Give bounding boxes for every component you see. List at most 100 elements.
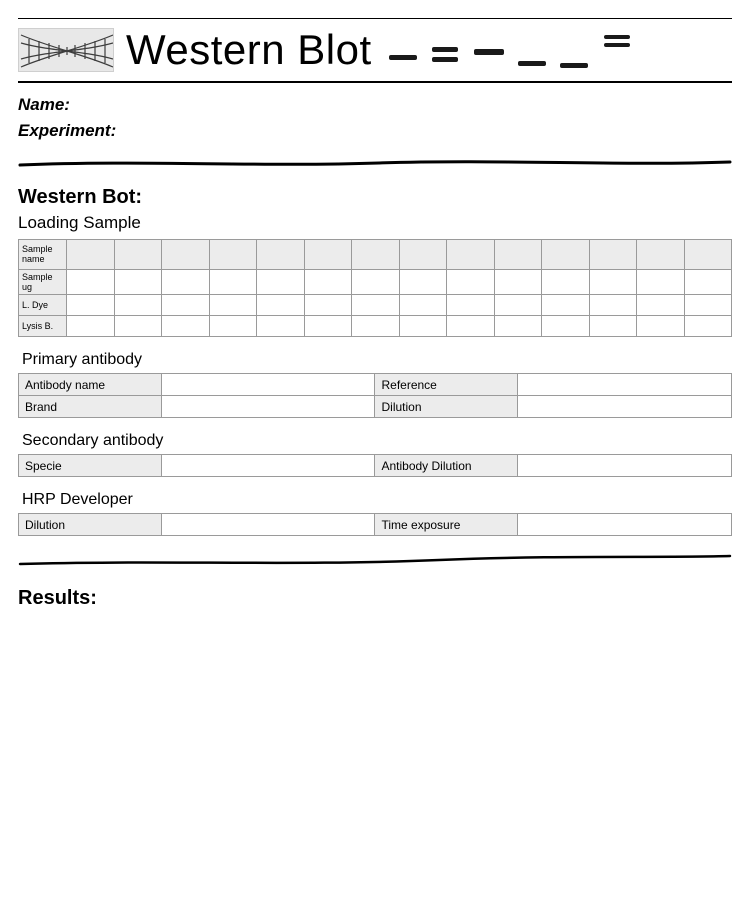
pa-antibody-name-value[interactable] [161, 374, 375, 396]
pa-brand-value[interactable] [161, 396, 375, 418]
loading-sample-subheading: Loading Sample [18, 213, 732, 233]
secondary-antibody-title: Secondary antibody [18, 432, 732, 450]
loading-cell[interactable] [447, 316, 495, 337]
hrp-developer-title: HRP Developer [18, 491, 732, 509]
loading-cell[interactable] [209, 270, 257, 295]
loading-cell[interactable] [637, 316, 685, 337]
loading-cell[interactable] [304, 295, 352, 316]
loading-cell[interactable] [67, 240, 115, 270]
header-row: Western Blot [18, 25, 732, 75]
primary-antibody-table: Antibody name Reference Brand Dilution [18, 373, 732, 418]
hrp-developer-table: Dilution Time exposure [18, 513, 732, 536]
loading-cell[interactable] [399, 240, 447, 270]
loading-cell[interactable] [589, 316, 637, 337]
loading-cell[interactable] [542, 316, 590, 337]
loading-cell[interactable] [589, 240, 637, 270]
loading-cell[interactable] [114, 270, 162, 295]
loading-cell[interactable] [684, 240, 732, 270]
loading-cell[interactable] [162, 270, 210, 295]
secondary-antibody-section: Secondary antibody Specie Antibody Dilut… [18, 432, 732, 477]
pa-reference-label: Reference [375, 374, 518, 396]
loading-cell[interactable] [447, 270, 495, 295]
secondary-antibody-table: Specie Antibody Dilution [18, 454, 732, 477]
hrp-dilution-value[interactable] [161, 514, 375, 536]
loading-row-label: L. Dye [19, 295, 67, 316]
loading-cell[interactable] [684, 316, 732, 337]
loading-cell[interactable] [542, 240, 590, 270]
sketch-divider-2 [18, 554, 732, 570]
loading-cell[interactable] [209, 316, 257, 337]
loading-row-label: Lysis B. [19, 316, 67, 337]
results-heading: Results: [18, 587, 732, 610]
loading-cell[interactable] [257, 270, 305, 295]
loading-cell[interactable] [304, 316, 352, 337]
loading-cell[interactable] [494, 270, 542, 295]
pa-brand-label: Brand [19, 396, 162, 418]
loading-cell[interactable] [209, 240, 257, 270]
dna-helix-icon [18, 28, 114, 72]
sa-specie-label: Specie [19, 455, 162, 477]
loading-cell[interactable] [494, 240, 542, 270]
loading-cell[interactable] [637, 270, 685, 295]
sa-dilution-value[interactable] [518, 455, 732, 477]
loading-cell[interactable] [399, 295, 447, 316]
pa-antibody-name-label: Antibody name [19, 374, 162, 396]
name-label: Name: [18, 95, 732, 115]
meta-block: Name: Experiment: [18, 95, 732, 141]
pa-dilution-label: Dilution [375, 396, 518, 418]
pa-reference-value[interactable] [518, 374, 732, 396]
loading-cell[interactable] [67, 270, 115, 295]
rule-top [18, 18, 732, 19]
loading-cell[interactable] [352, 270, 400, 295]
hrp-time-label: Time exposure [375, 514, 518, 536]
loading-cell[interactable] [114, 240, 162, 270]
hrp-dilution-label: Dilution [19, 514, 162, 536]
loading-cell[interactable] [589, 270, 637, 295]
page-title: Western Blot [126, 26, 372, 74]
loading-cell[interactable] [542, 270, 590, 295]
experiment-label: Experiment: [18, 121, 732, 141]
loading-cell[interactable] [162, 240, 210, 270]
loading-row-label: Sample ug [19, 270, 67, 295]
primary-antibody-section: Primary antibody Antibody name Reference… [18, 351, 732, 418]
loading-cell[interactable] [589, 295, 637, 316]
loading-cell[interactable] [162, 295, 210, 316]
loading-cell[interactable] [684, 295, 732, 316]
loading-cell[interactable] [257, 295, 305, 316]
loading-cell[interactable] [542, 295, 590, 316]
loading-cell[interactable] [447, 240, 495, 270]
loading-cell[interactable] [352, 240, 400, 270]
loading-cell[interactable] [399, 270, 447, 295]
loading-cell[interactable] [637, 240, 685, 270]
primary-antibody-title: Primary antibody [18, 351, 732, 369]
sa-specie-value[interactable] [161, 455, 375, 477]
loading-cell[interactable] [637, 295, 685, 316]
hrp-developer-section: HRP Developer Dilution Time exposure [18, 491, 732, 536]
loading-sample-table: Sample nameSample ugL. DyeLysis B. [18, 239, 732, 337]
loading-cell[interactable] [162, 316, 210, 337]
loading-cell[interactable] [257, 240, 305, 270]
blot-bands-icon [384, 25, 654, 75]
loading-cell[interactable] [67, 295, 115, 316]
loading-cell[interactable] [494, 316, 542, 337]
loading-cell[interactable] [114, 316, 162, 337]
loading-cell[interactable] [399, 316, 447, 337]
pa-dilution-value[interactable] [518, 396, 732, 418]
loading-cell[interactable] [352, 316, 400, 337]
loading-cell[interactable] [67, 316, 115, 337]
rule-under-header [18, 81, 732, 83]
western-bot-heading: Western Bot: [18, 186, 732, 209]
loading-cell[interactable] [352, 295, 400, 316]
loading-row-label: Sample name [19, 240, 67, 270]
sketch-divider-1 [18, 157, 732, 171]
loading-cell[interactable] [304, 240, 352, 270]
hrp-time-value[interactable] [518, 514, 732, 536]
loading-cell[interactable] [447, 295, 495, 316]
loading-cell[interactable] [114, 295, 162, 316]
sa-dilution-label: Antibody Dilution [375, 455, 518, 477]
loading-cell[interactable] [684, 270, 732, 295]
loading-cell[interactable] [257, 316, 305, 337]
loading-cell[interactable] [209, 295, 257, 316]
loading-cell[interactable] [304, 270, 352, 295]
loading-cell[interactable] [494, 295, 542, 316]
